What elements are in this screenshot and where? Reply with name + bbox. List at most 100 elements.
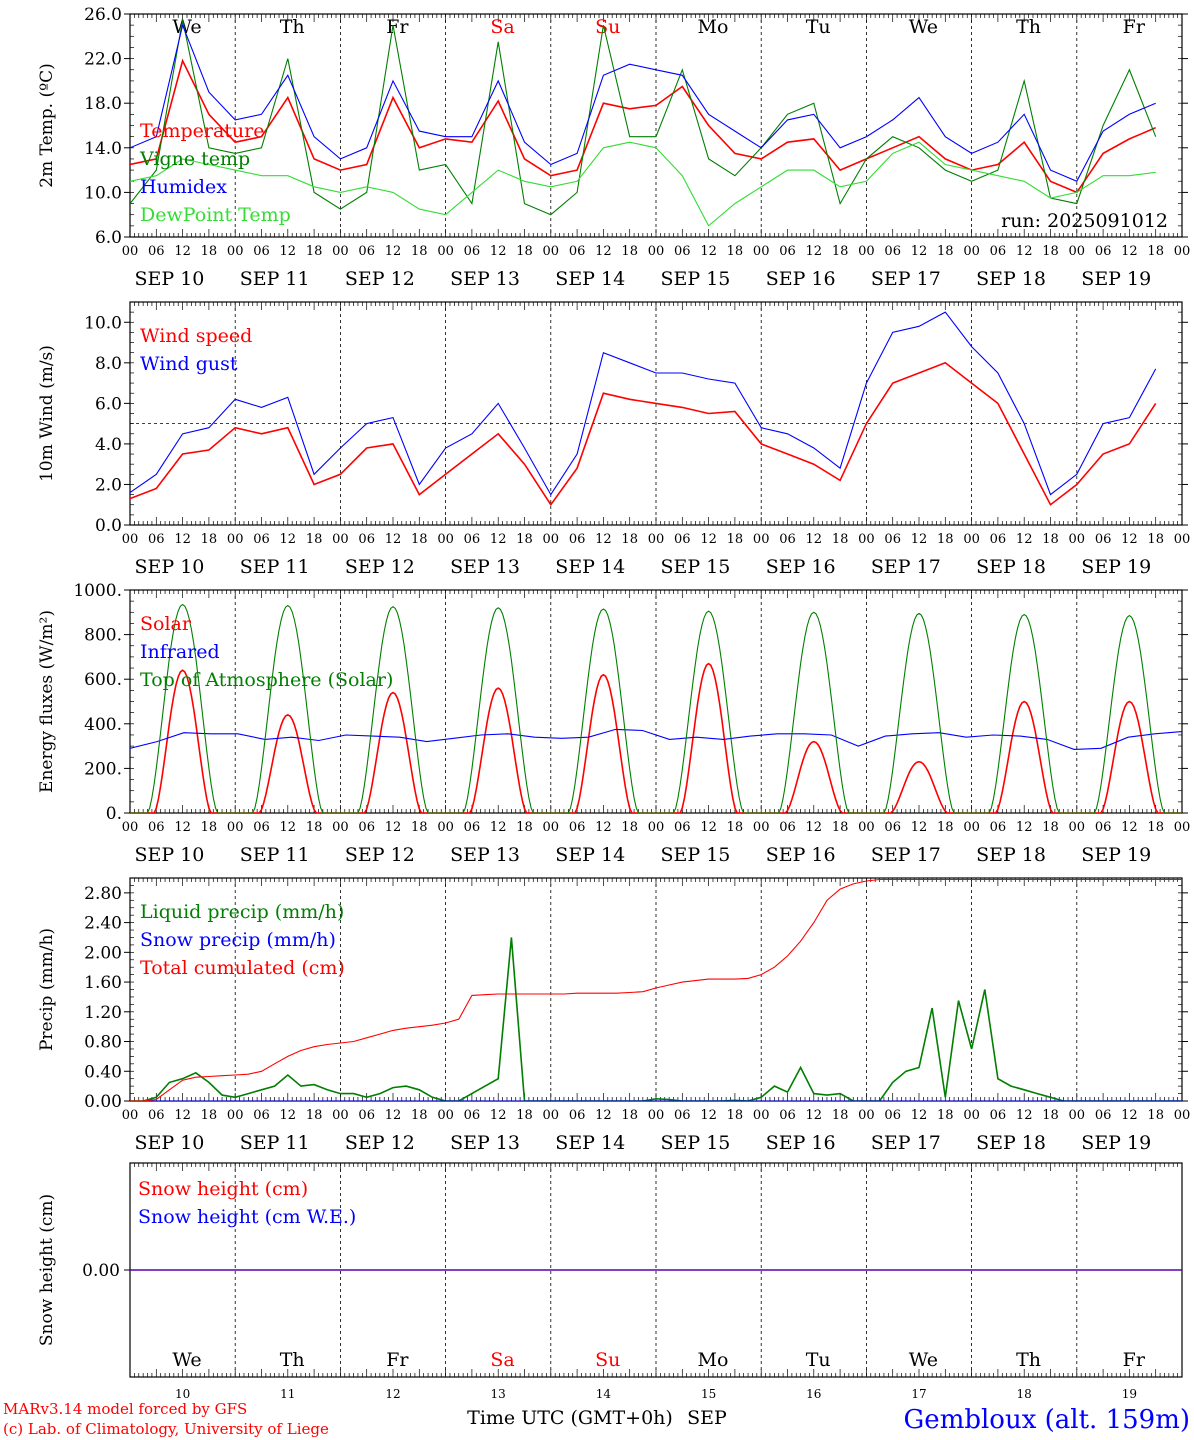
hour-tick-label: 12 [1016, 244, 1033, 259]
hour-tick-label: 12 [595, 532, 612, 547]
date-label: SEP 14 [555, 844, 625, 866]
date-label: SEP 18 [976, 844, 1046, 866]
series-dewpoint-temp [130, 141, 1156, 227]
hour-tick-label: 18 [727, 820, 744, 835]
hour-tick-label: 00 [1174, 820, 1191, 835]
hour-tick-label: 00 [227, 532, 244, 547]
hour-tick-label: 18 [937, 820, 954, 835]
day-number-label: 10 [175, 1387, 190, 1401]
day-number-label: 17 [911, 1387, 926, 1401]
hour-tick-label: 18 [727, 244, 744, 259]
hour-tick-label: 00 [122, 1108, 139, 1123]
day-number-label: 12 [385, 1387, 400, 1401]
hour-tick-label: 00 [648, 244, 665, 259]
date-label: SEP 17 [871, 556, 941, 578]
hour-tick-label: 06 [884, 532, 901, 547]
hour-tick-label: 00 [332, 244, 349, 259]
hour-tick-label: 12 [806, 1108, 823, 1123]
y-tick-label: 1000. [73, 581, 122, 601]
date-label: SEP 12 [345, 268, 415, 290]
weekday-label: We [909, 16, 938, 38]
legend-entry: Vigne temp [139, 148, 250, 170]
weekday-label: We [909, 1349, 938, 1371]
date-label: SEP 19 [1081, 268, 1151, 290]
y-axis-label: Energy fluxes (W/m²) [37, 610, 57, 793]
hour-tick-label: 00 [1069, 244, 1086, 259]
hour-tick-label: 18 [411, 244, 428, 259]
y-tick-label: 0.40 [84, 1062, 122, 1082]
hour-tick-label: 06 [779, 820, 796, 835]
hour-tick-label: 12 [1016, 820, 1033, 835]
date-label: SEP 18 [976, 1132, 1046, 1154]
date-label: SEP 14 [555, 556, 625, 578]
hour-tick-label: 00 [753, 532, 770, 547]
hour-tick-label: 18 [306, 1108, 323, 1123]
hour-tick-label: 12 [1016, 1108, 1033, 1123]
hour-tick-label: 00 [963, 532, 980, 547]
weekday-label: Tu [806, 16, 831, 38]
series-infrared [130, 728, 1182, 750]
lab-credit: (c) Lab. of Climatology, University of L… [3, 1420, 329, 1438]
weekday-label: Mo [698, 1349, 729, 1371]
hour-tick-label: 12 [1016, 532, 1033, 547]
date-label: SEP 13 [450, 844, 520, 866]
hour-tick-label: 00 [332, 532, 349, 547]
plot-frame [129, 301, 1183, 526]
hour-tick-label: 06 [990, 532, 1007, 547]
weekday-label: Sa [490, 16, 514, 38]
y-tick-label: 18.0 [84, 94, 122, 114]
hour-tick-label: 18 [832, 1108, 849, 1123]
date-label: SEP 10 [135, 556, 205, 578]
hour-tick-label: 06 [464, 244, 481, 259]
hour-tick-label: 06 [779, 532, 796, 547]
date-label: SEP 16 [766, 556, 836, 578]
hour-tick-label: 18 [621, 532, 638, 547]
date-label: SEP 19 [1081, 1132, 1151, 1154]
panel-1: 6.0 10.0 14.0 18.0 22.0 26.0 2m Temp. (ºC) 00 06… [37, 5, 1190, 290]
weekday-label: Th [1016, 1349, 1041, 1371]
weekday-label: Fr [1123, 1349, 1146, 1371]
hour-tick-label: 06 [1095, 532, 1112, 547]
hour-tick-label: 06 [990, 244, 1007, 259]
station-label: Gembloux (alt. 159m) [904, 1405, 1190, 1435]
legend-entry: Wind speed [140, 325, 252, 347]
hour-tick-label: 06 [674, 820, 691, 835]
hour-tick-label: 12 [490, 820, 507, 835]
date-label: SEP 15 [661, 1132, 731, 1154]
hour-tick-label: 18 [411, 532, 428, 547]
series-wind-speed [130, 361, 1157, 507]
y-tick-label: 0.0 [95, 516, 122, 536]
legend-entry: Humidex [140, 176, 227, 198]
y-tick-label: 0. [106, 804, 122, 824]
hour-tick-label: 00 [227, 820, 244, 835]
hour-tick-label: 18 [411, 1108, 428, 1123]
hour-tick-label: 18 [1042, 532, 1059, 547]
legend-entry: Temperature [140, 120, 264, 142]
legend-entry: Top of Atmosphere (Solar) [140, 669, 393, 691]
panel-5: 0.00 Snow height (cm) We Th Fr Sa Su Mo Tu We Th Fr… [37, 1162, 1183, 1401]
weekday-label: We [172, 1349, 201, 1371]
hour-tick-label: 06 [253, 1108, 270, 1123]
y-tick-label: 2.80 [84, 884, 122, 904]
hour-tick-label: 12 [1121, 1108, 1138, 1123]
y-tick-label: 800. [84, 626, 122, 646]
y-axis-label: 10m Wind (m/s) [37, 345, 57, 482]
hour-tick-label: 18 [201, 1108, 218, 1123]
hour-tick-label: 18 [937, 1108, 954, 1123]
hour-tick-label: 18 [1042, 820, 1059, 835]
hour-tick-label: 12 [700, 532, 717, 547]
y-tick-label: 0.00 [84, 1092, 122, 1112]
y-tick-label: 1.20 [84, 1003, 122, 1023]
hour-tick-label: 00 [122, 820, 139, 835]
hour-tick-label: 18 [306, 820, 323, 835]
legend-entry: Snow height (cm) [138, 1178, 308, 1200]
legend-entry: DewPoint Temp [140, 204, 291, 226]
hour-tick-label: 00 [1069, 1108, 1086, 1123]
hour-tick-label: 06 [464, 1108, 481, 1123]
hour-tick-label: 06 [1095, 244, 1112, 259]
hour-tick-label: 12 [280, 244, 297, 259]
y-tick-label: 0.00 [82, 1261, 120, 1281]
hour-tick-label: 06 [569, 244, 586, 259]
hour-tick-label: 00 [963, 244, 980, 259]
date-label: SEP 11 [240, 1132, 310, 1154]
